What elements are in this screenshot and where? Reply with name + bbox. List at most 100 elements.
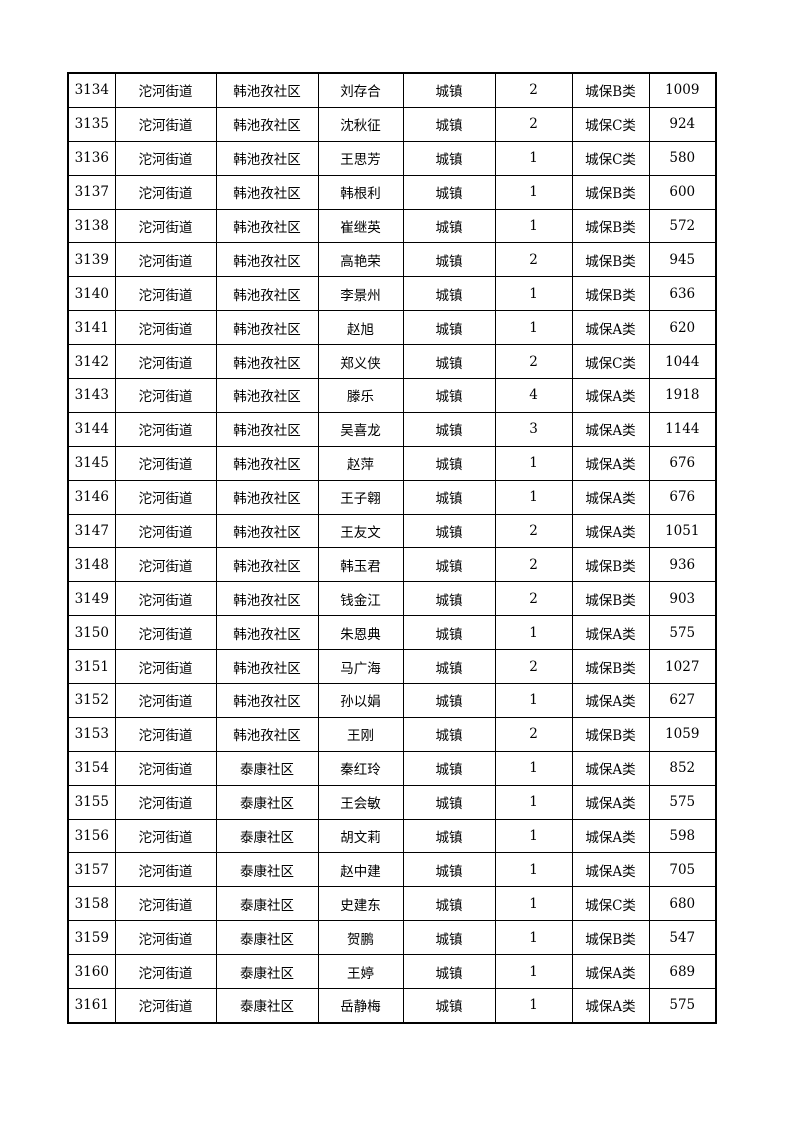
row-number-cell: 3160 <box>67 954 116 990</box>
row-number-cell: 3156 <box>67 818 116 854</box>
street-cell: 沱河街道 <box>114 378 217 413</box>
row-number-cell: 3143 <box>67 378 116 413</box>
name-cell: 胡文莉 <box>317 818 404 854</box>
household-size-cell: 2 <box>494 513 573 549</box>
household-size-cell: 1 <box>494 852 573 888</box>
community-cell: 韩池孜社区 <box>215 106 319 142</box>
community-cell: 韩池孜社区 <box>215 344 319 380</box>
community-cell: 韩池孜社区 <box>215 581 319 617</box>
community-cell: 泰康社区 <box>215 818 319 854</box>
name-cell: 赵萍 <box>317 445 404 481</box>
row-number-cell: 3149 <box>67 581 116 617</box>
area-type-cell: 城镇 <box>402 615 496 651</box>
category-cell: 城保C类 <box>571 140 650 176</box>
category-cell: 城保B类 <box>571 208 650 244</box>
area-type-cell: 城镇 <box>402 479 496 515</box>
category-cell: 城保B类 <box>571 72 650 108</box>
amount-cell: 572 <box>648 208 717 244</box>
amount-cell: 1051 <box>648 513 717 549</box>
name-cell: 赵旭 <box>317 310 404 346</box>
name-cell: 郑义侠 <box>317 344 404 380</box>
row-number-cell: 3161 <box>67 988 116 1024</box>
name-cell: 韩玉君 <box>317 547 404 583</box>
amount-cell: 1059 <box>648 716 717 752</box>
street-cell: 沱河街道 <box>114 242 217 278</box>
category-cell: 城保B类 <box>571 547 650 583</box>
household-size-cell: 1 <box>494 615 573 651</box>
household-size-cell: 2 <box>494 72 573 108</box>
community-cell: 泰康社区 <box>215 954 319 990</box>
community-cell: 泰康社区 <box>215 852 319 888</box>
community-cell: 韩池孜社区 <box>215 716 319 752</box>
street-cell: 沱河街道 <box>114 106 217 142</box>
community-cell: 韩池孜社区 <box>215 276 319 312</box>
community-cell: 韩池孜社区 <box>215 378 319 413</box>
household-size-cell: 1 <box>494 140 573 176</box>
community-cell: 泰康社区 <box>215 750 319 786</box>
category-cell: 城保C类 <box>571 344 650 380</box>
community-cell: 韩池孜社区 <box>215 242 319 278</box>
street-cell: 沱河街道 <box>114 479 217 515</box>
table-row: 3148 沱河街道 韩池孜社区 韩玉君 城镇 2 城保B类 936 <box>67 547 717 583</box>
street-cell: 沱河街道 <box>114 208 217 244</box>
community-cell: 韩池孜社区 <box>215 140 319 176</box>
table-row: 3159 沱河街道 泰康社区 贺鹏 城镇 1 城保B类 547 <box>67 920 717 956</box>
name-cell: 王子翱 <box>317 479 404 515</box>
street-cell: 沱河街道 <box>114 988 217 1024</box>
category-cell: 城保A类 <box>571 988 650 1024</box>
street-cell: 沱河街道 <box>114 140 217 176</box>
name-cell: 史建东 <box>317 886 404 922</box>
name-cell: 孙以娟 <box>317 683 404 718</box>
area-type-cell: 城镇 <box>402 140 496 176</box>
amount-cell: 924 <box>648 106 717 142</box>
table-row: 3161 沱河街道 泰康社区 岳静梅 城镇 1 城保A类 575 <box>67 988 717 1024</box>
community-cell: 韩池孜社区 <box>215 547 319 583</box>
name-cell: 赵中建 <box>317 852 404 888</box>
street-cell: 沱河街道 <box>114 174 217 210</box>
category-cell: 城保A类 <box>571 479 650 515</box>
community-cell: 韩池孜社区 <box>215 513 319 549</box>
amount-cell: 547 <box>648 920 717 956</box>
category-cell: 城保B类 <box>571 174 650 210</box>
household-size-cell: 1 <box>494 174 573 210</box>
table-row: 3153 沱河街道 韩池孜社区 王刚 城镇 2 城保B类 1059 <box>67 716 717 752</box>
street-cell: 沱河街道 <box>114 547 217 583</box>
community-cell: 韩池孜社区 <box>215 615 319 651</box>
table-row: 3136 沱河街道 韩池孜社区 王思芳 城镇 1 城保C类 580 <box>67 140 717 176</box>
amount-cell: 705 <box>648 852 717 888</box>
area-type-cell: 城镇 <box>402 818 496 854</box>
community-cell: 韩池孜社区 <box>215 479 319 515</box>
name-cell: 沈秋征 <box>317 106 404 142</box>
area-type-cell: 城镇 <box>402 344 496 380</box>
street-cell: 沱河街道 <box>114 581 217 617</box>
community-cell: 泰康社区 <box>215 920 319 956</box>
category-cell: 城保A类 <box>571 378 650 413</box>
area-type-cell: 城镇 <box>402 784 496 820</box>
street-cell: 沱河街道 <box>114 445 217 481</box>
row-number-cell: 3144 <box>67 411 116 447</box>
table-row: 3152 沱河街道 韩池孜社区 孙以娟 城镇 1 城保A类 627 <box>67 683 717 718</box>
household-size-cell: 1 <box>494 784 573 820</box>
table-row: 3134 沱河街道 韩池孜社区 刘存合 城镇 2 城保B类 1009 <box>67 72 717 108</box>
household-size-cell: 1 <box>494 479 573 515</box>
amount-cell: 598 <box>648 818 717 854</box>
household-size-cell: 1 <box>494 886 573 922</box>
category-cell: 城保A类 <box>571 513 650 549</box>
table-row: 3138 沱河街道 韩池孜社区 崔继英 城镇 1 城保B类 572 <box>67 208 717 244</box>
household-size-cell: 1 <box>494 954 573 990</box>
category-cell: 城保A类 <box>571 310 650 346</box>
table-row: 3145 沱河街道 韩池孜社区 赵萍 城镇 1 城保A类 676 <box>67 445 717 481</box>
table-row: 3144 沱河街道 韩池孜社区 吴喜龙 城镇 3 城保A类 1144 <box>67 411 717 447</box>
amount-cell: 600 <box>648 174 717 210</box>
row-number-cell: 3152 <box>67 683 116 718</box>
community-cell: 韩池孜社区 <box>215 174 319 210</box>
area-type-cell: 城镇 <box>402 378 496 413</box>
amount-cell: 936 <box>648 547 717 583</box>
amount-cell: 1044 <box>648 344 717 380</box>
street-cell: 沱河街道 <box>114 72 217 108</box>
category-cell: 城保B类 <box>571 716 650 752</box>
row-number-cell: 3134 <box>67 72 116 108</box>
table-row: 3158 沱河街道 泰康社区 史建东 城镇 1 城保C类 680 <box>67 886 717 922</box>
row-number-cell: 3159 <box>67 920 116 956</box>
street-cell: 沱河街道 <box>114 411 217 447</box>
